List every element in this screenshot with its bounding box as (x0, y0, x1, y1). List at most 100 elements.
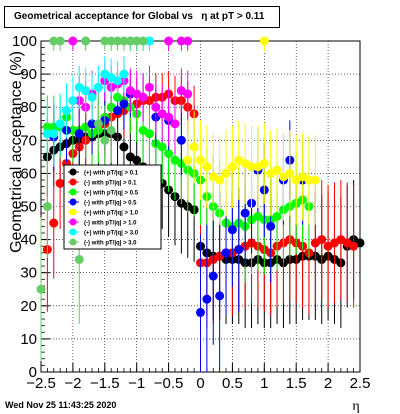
data-point (176, 36, 186, 46)
legend-box (63, 164, 162, 250)
x-tick-label: −1 (128, 375, 145, 392)
data-point (202, 162, 212, 172)
data-point (132, 36, 142, 46)
data-point (221, 248, 231, 258)
data-point (259, 36, 269, 46)
legend-entry: (+) with pT/|q| > 0.5 (84, 191, 139, 197)
data-point (68, 36, 78, 46)
x-axis-label: η (352, 399, 359, 414)
chart-title: Geometrical acceptance for Global vs η a… (4, 6, 280, 28)
data-point (81, 36, 91, 46)
timestamp-footer: Wed Nov 25 11:43:25 2020 (5, 400, 117, 410)
data-point (93, 119, 103, 129)
data-point (68, 96, 78, 106)
data-point (183, 36, 193, 46)
legend-marker (69, 218, 77, 226)
data-point (317, 235, 327, 245)
data-point (49, 36, 59, 46)
data-point (49, 218, 59, 228)
y-tick-label: 50 (20, 199, 37, 216)
legend-entry: (-) with pT/|q| > 3.0 (84, 241, 137, 247)
legend-marker (69, 188, 77, 196)
data-point (132, 155, 142, 165)
data-point (234, 245, 244, 255)
data-point (259, 158, 269, 168)
y-tick-label: 10 (20, 331, 37, 348)
data-point (144, 129, 154, 139)
data-point (119, 142, 129, 152)
x-tick-label: 1.5 (286, 375, 307, 392)
data-point (304, 175, 314, 185)
data-point (119, 36, 129, 46)
legend-marker (69, 208, 77, 216)
data-point (100, 135, 110, 145)
x-tick-label: 0 (196, 375, 204, 392)
data-point (113, 106, 123, 116)
data-point (183, 89, 193, 99)
y-tick-label: 100 (12, 33, 37, 50)
data-point (144, 36, 154, 46)
data-point (183, 155, 193, 165)
data-point (113, 76, 123, 86)
data-point (208, 271, 218, 281)
data-point (74, 129, 84, 139)
data-point (125, 36, 135, 46)
data-point (202, 294, 212, 304)
data-point (62, 106, 72, 116)
data-point (106, 36, 116, 46)
data-point (272, 211, 282, 221)
x-tick-label: −2.5 (26, 375, 56, 392)
x-tick-label: −0.5 (154, 375, 184, 392)
data-point (164, 36, 174, 46)
legend-entry: (+) with pT/|q| > 0.1 (84, 171, 139, 177)
data-point (144, 82, 154, 92)
legend-marker (69, 178, 77, 186)
data-point (42, 202, 52, 211)
data-point (285, 168, 295, 178)
data-point (189, 142, 199, 152)
data-point (93, 82, 103, 92)
data-point (113, 36, 123, 46)
legend-marker (69, 228, 77, 236)
data-point (215, 175, 225, 185)
data-point (49, 129, 59, 139)
x-tick-label: −2 (64, 375, 81, 392)
y-tick-label: 60 (20, 165, 37, 182)
x-tick-label: 2 (324, 375, 332, 392)
data-point (349, 241, 359, 251)
data-point (240, 208, 250, 218)
data-point (87, 119, 97, 129)
legend-marker (69, 168, 77, 176)
data-point (272, 165, 282, 175)
data-point (215, 291, 225, 301)
y-tick-label: 0 (29, 364, 37, 381)
data-point (100, 36, 110, 46)
x-tick-label: 1 (260, 375, 268, 392)
legend-entry: (+) with pT/|q| > 3.0 (84, 231, 139, 237)
data-point (164, 149, 174, 159)
legend-entry: (+) with pT/|q| > 1.0 (84, 211, 139, 217)
data-point (119, 99, 129, 109)
data-point (55, 36, 65, 46)
data-point (310, 175, 320, 185)
y-tick-label: 20 (20, 298, 37, 315)
legend-entry: (-) with pT/|q| > 0.5 (84, 201, 137, 207)
data-point (81, 86, 91, 96)
data-point (55, 178, 65, 188)
data-point (119, 69, 129, 79)
legend-marker (69, 198, 77, 206)
data-point (196, 307, 205, 317)
y-tick-label: 70 (20, 132, 37, 149)
data-point (74, 254, 84, 264)
y-tick-label: 30 (20, 265, 37, 282)
y-axis-label: Geometrical acceptance (%) (8, 51, 25, 253)
data-point (196, 155, 205, 165)
data-point (221, 168, 231, 178)
x-tick-label: −1.5 (90, 375, 120, 392)
data-point (36, 284, 46, 294)
data-point (170, 119, 180, 129)
y-tick-label: 40 (20, 232, 37, 249)
data-point (247, 162, 257, 172)
legend-entry: (-) with pT/|q| > 0.1 (84, 181, 137, 187)
